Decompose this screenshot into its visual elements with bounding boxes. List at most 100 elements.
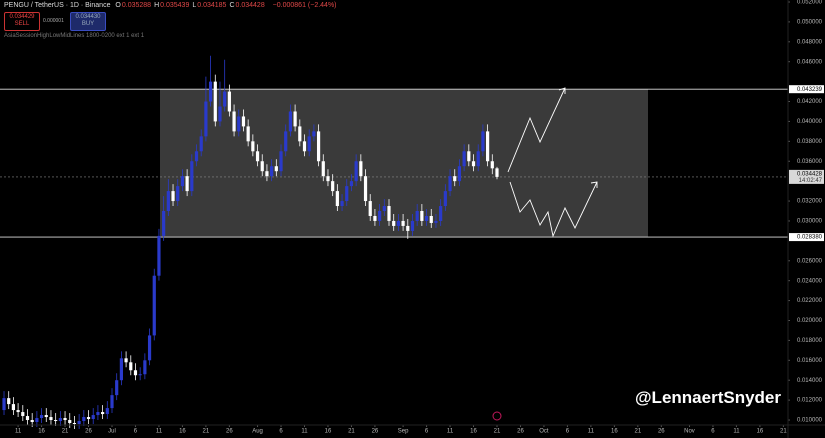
x-tick-label: 11 (15, 429, 22, 435)
y-tick-label: 0.024000 (797, 278, 823, 284)
candle-body (326, 176, 330, 182)
x-tick-label: Oct (539, 429, 549, 435)
ohlc-label: C (229, 2, 235, 9)
candle-body (25, 416, 30, 421)
ohlc: O0.035288 H0.035439 L0.034185 C0.034428 (115, 2, 267, 9)
x-tick-label: 11 (588, 429, 595, 435)
price-tag-bg (789, 233, 824, 242)
x-tick-label: 26 (85, 429, 92, 435)
candle-body (129, 362, 133, 371)
candle-body (340, 201, 344, 207)
buy-label: BUY (81, 21, 95, 27)
candle-body (448, 176, 452, 192)
candle-body (363, 176, 368, 202)
candle-body (44, 415, 48, 418)
buy-button[interactable]: 0.034430 BUY (70, 12, 106, 31)
candle-body (279, 151, 283, 172)
candle-body (354, 161, 358, 182)
projection-range-head (590, 181, 598, 188)
candle-body (241, 116, 246, 127)
candle-body (453, 176, 457, 182)
x-tick-label: 16 (38, 429, 45, 435)
y-tick-label: 0.036000 (797, 159, 823, 165)
candle-body (293, 111, 297, 127)
y-tick-label: 0.026000 (797, 258, 823, 264)
ohlc-value: 0.035288 (121, 2, 152, 9)
sell-button[interactable]: 0.034429 SELL (4, 12, 40, 31)
candle-body (270, 166, 274, 177)
ohlc-label: L (192, 2, 197, 9)
x-tick-label: 16 (470, 429, 477, 435)
candle-body (91, 415, 95, 420)
candle-body (378, 211, 382, 221)
candle-body (274, 166, 278, 172)
candle-body (260, 161, 264, 172)
candle-body (147, 335, 152, 361)
candle-body (199, 136, 203, 152)
candle-body (166, 191, 170, 212)
candle-body (471, 161, 476, 167)
range-box (160, 89, 648, 238)
price-tag: 0.034428 (797, 171, 823, 177)
y-tick-label: 0.046000 (797, 59, 823, 65)
candle-body (232, 111, 236, 132)
price-tag-bg (789, 85, 824, 94)
candle-body (237, 116, 241, 132)
y-tick-label: 0.022000 (797, 298, 823, 304)
x-tick-label: Jul (108, 429, 116, 435)
y-tick-label: 0.030000 (797, 219, 823, 225)
candle-body (204, 101, 208, 137)
ohlc-label: H (154, 2, 160, 9)
candle-body (30, 420, 34, 423)
y-tick-label: 0.042000 (797, 99, 823, 105)
header: PENGU / TetherUS · 1D · Binance O0.03528… (4, 2, 340, 9)
logo (492, 411, 502, 421)
candle-body (476, 151, 480, 167)
y-tick-label: 0.038000 (797, 139, 823, 145)
x-tick-label: 11 (733, 429, 740, 435)
y-tick-label: 0.020000 (797, 318, 823, 324)
x-tick-label: Nov (684, 429, 695, 435)
projection-up-head (558, 87, 566, 94)
candle-body (101, 412, 105, 415)
candle-body (490, 161, 494, 169)
x-tick-label: 11 (156, 429, 163, 435)
candle-body (110, 395, 114, 409)
candle-body (467, 151, 471, 162)
candle-body (302, 141, 307, 152)
x-tick-label: 11 (447, 429, 454, 435)
x-tick-label: 21 (348, 429, 355, 435)
x-tick-label: 26 (517, 429, 524, 435)
candle-body (49, 417, 53, 421)
candle-body (396, 220, 400, 226)
candle-body (2, 398, 6, 411)
y-tick-label: 0.010000 (797, 418, 823, 424)
sell-label: SELL (14, 21, 30, 27)
indicator: AsiaSessionHighLowMidLines 1800-0200 ext… (4, 33, 145, 39)
y-tick-label: 0.048000 (797, 39, 823, 45)
candle-body (35, 418, 39, 423)
candle-body (307, 136, 311, 152)
candle-body (420, 211, 424, 221)
y-tick-label: 0.032000 (797, 199, 823, 205)
candle-body (382, 206, 386, 212)
change: −0.000861 (−2.44%) (272, 2, 337, 9)
candle-body (246, 126, 250, 142)
candle-body (213, 81, 217, 122)
symbol: PENGU / TetherUS · 1D · Binance (4, 2, 111, 9)
buy-price: 0.034430 (75, 14, 101, 20)
candle-body (401, 220, 405, 226)
candle-body (255, 151, 260, 162)
candle-body (481, 131, 485, 152)
candle-body (138, 374, 142, 376)
candle-body (21, 412, 25, 417)
candle-body (162, 211, 166, 236)
candle-body (119, 358, 123, 381)
candle-body (429, 215, 433, 223)
candle-body (392, 220, 396, 226)
x-tick-label: 11 (301, 429, 308, 435)
x-tick-label: 16 (179, 429, 186, 435)
countdown: 14:02:47 (799, 178, 823, 184)
candle-body (152, 275, 156, 336)
